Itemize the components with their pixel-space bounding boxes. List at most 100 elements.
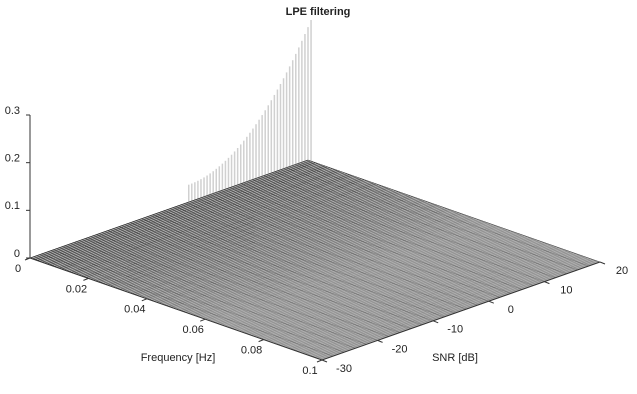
surface-line — [171, 209, 450, 308]
surface-line — [309, 257, 588, 357]
y-tick-label: 0 — [508, 304, 514, 316]
surface-line — [41, 253, 334, 357]
surface-line — [134, 196, 413, 295]
x-tick — [83, 277, 89, 281]
surface-line — [161, 205, 440, 305]
surface-line — [241, 233, 520, 333]
surface-line — [268, 243, 547, 342]
surface-line — [118, 226, 412, 329]
surface-line — [93, 181, 372, 281]
surface-line — [51, 167, 330, 266]
surface — [29, 20, 601, 361]
surface-line — [100, 184, 379, 283]
surface-line — [136, 197, 416, 296]
surface-line — [139, 197, 418, 297]
surface-line — [44, 164, 323, 264]
surface-line — [285, 167, 578, 271]
surface-line — [207, 195, 501, 298]
surface-line — [195, 217, 474, 317]
surface-line — [76, 175, 355, 275]
surface-line — [224, 227, 503, 327]
surface-line — [274, 171, 567, 274]
surface-line — [282, 248, 562, 347]
surface-line — [263, 175, 556, 278]
surface-line — [132, 195, 411, 294]
surface-line — [270, 243, 549, 343]
surface-line — [115, 189, 394, 289]
surface-line — [200, 219, 479, 318]
surface-line — [239, 232, 518, 332]
y-tick — [321, 359, 328, 363]
surface-line — [163, 210, 456, 314]
surface-line — [214, 224, 494, 323]
surface-line — [287, 249, 567, 349]
surface-line — [234, 231, 513, 330]
surface-line — [244, 234, 523, 334]
surface-line — [56, 169, 335, 268]
y-tick-label: -10 — [447, 324, 463, 336]
surface-line — [124, 192, 403, 292]
surface-line — [152, 214, 445, 318]
surface-line — [300, 254, 579, 353]
surface-line — [129, 222, 423, 325]
surface-line — [129, 194, 408, 294]
surface-line — [251, 237, 530, 336]
surface-line — [307, 256, 586, 356]
x-axis — [29, 257, 323, 361]
surface-line — [144, 199, 423, 299]
surface-line — [292, 251, 571, 351]
surface-line — [280, 247, 559, 346]
y-tick-label: 10 — [560, 285, 572, 297]
surface-line — [39, 163, 318, 262]
surface-line — [168, 208, 447, 307]
surface-line — [252, 179, 545, 282]
surface-line — [231, 230, 511, 329]
surface-line — [174, 206, 467, 310]
x-tick-label: 0.04 — [124, 304, 145, 316]
surface-line — [122, 192, 401, 291]
surface-line — [197, 218, 476, 317]
surface-line — [304, 255, 584, 355]
surface-line — [261, 240, 540, 340]
surface-line — [90, 180, 369, 280]
x-tick — [258, 339, 264, 343]
surface-line — [265, 242, 545, 341]
surface-line — [85, 179, 365, 278]
x-tick — [316, 359, 323, 363]
surface-line — [151, 202, 430, 301]
surface-line — [218, 191, 512, 294]
x-tick — [200, 318, 206, 322]
surface-line — [61, 170, 340, 270]
surface-line — [246, 235, 525, 334]
surface-line — [32, 160, 311, 260]
surface-line — [63, 246, 356, 349]
surface-line — [110, 187, 389, 287]
surface-line — [49, 166, 328, 266]
surface-line — [297, 253, 576, 352]
surface-line — [71, 174, 350, 273]
surface-line — [219, 226, 498, 325]
surface-line — [83, 178, 362, 277]
surface-line — [74, 242, 367, 345]
surface-line — [119, 191, 399, 290]
x-tick — [141, 298, 147, 302]
surface-line — [180, 212, 459, 311]
surface-line — [196, 198, 489, 302]
surface-line — [34, 161, 313, 260]
surface-line — [117, 190, 396, 289]
surface-line — [273, 244, 552, 344]
surface-line — [241, 183, 534, 286]
surface-line — [178, 211, 457, 311]
surface-line — [156, 203, 435, 303]
surface-line — [190, 215, 469, 315]
surface-line — [183, 213, 462, 312]
surface-line — [212, 223, 491, 323]
surface-line — [312, 258, 591, 357]
surface-line — [81, 177, 360, 277]
y-tick — [544, 281, 550, 285]
surface-line — [296, 163, 589, 267]
surface-line — [68, 173, 348, 272]
surface-line — [253, 237, 532, 337]
surface-line — [202, 220, 481, 319]
